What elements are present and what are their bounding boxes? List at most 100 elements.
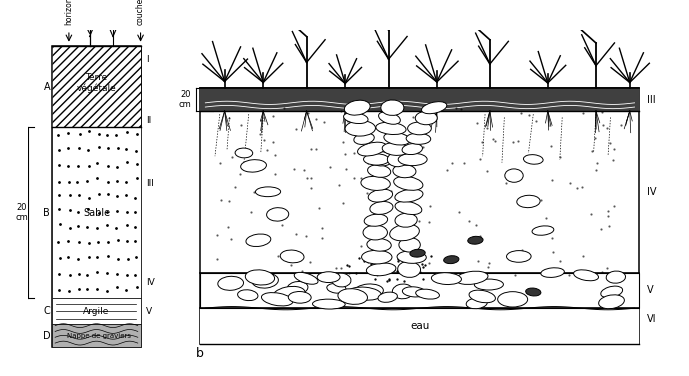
Ellipse shape xyxy=(532,226,554,235)
Ellipse shape xyxy=(378,112,400,124)
Ellipse shape xyxy=(397,251,426,263)
Ellipse shape xyxy=(370,202,393,214)
Text: IV: IV xyxy=(146,278,155,287)
Bar xyxy=(52,299,141,324)
Bar xyxy=(52,324,141,347)
Text: D: D xyxy=(43,331,51,341)
Ellipse shape xyxy=(396,152,418,165)
Ellipse shape xyxy=(468,237,483,244)
Ellipse shape xyxy=(410,249,425,257)
Text: V: V xyxy=(146,307,152,316)
Ellipse shape xyxy=(398,261,420,277)
Bar xyxy=(200,308,639,344)
Ellipse shape xyxy=(345,121,376,136)
Text: 20
cm: 20 cm xyxy=(178,90,191,109)
Text: III: III xyxy=(646,95,655,105)
Ellipse shape xyxy=(402,144,422,155)
Text: Argile: Argile xyxy=(83,307,110,316)
Text: VI: VI xyxy=(646,314,656,324)
Ellipse shape xyxy=(387,152,408,167)
Ellipse shape xyxy=(246,234,271,247)
Ellipse shape xyxy=(506,250,531,262)
Ellipse shape xyxy=(287,282,308,294)
Text: II: II xyxy=(146,116,152,125)
Ellipse shape xyxy=(288,291,311,303)
Ellipse shape xyxy=(338,289,367,305)
Ellipse shape xyxy=(218,276,243,290)
Text: a: a xyxy=(92,373,101,376)
Ellipse shape xyxy=(415,111,438,125)
Ellipse shape xyxy=(358,142,387,156)
Ellipse shape xyxy=(280,250,304,263)
Ellipse shape xyxy=(444,256,459,264)
Text: B: B xyxy=(43,208,50,218)
Ellipse shape xyxy=(395,201,422,215)
Ellipse shape xyxy=(422,102,447,114)
Ellipse shape xyxy=(327,284,346,293)
Ellipse shape xyxy=(526,288,541,296)
Ellipse shape xyxy=(402,287,426,297)
Ellipse shape xyxy=(354,133,374,144)
Ellipse shape xyxy=(363,225,387,240)
Bar xyxy=(200,273,639,308)
Ellipse shape xyxy=(573,270,599,281)
Ellipse shape xyxy=(261,293,293,306)
Ellipse shape xyxy=(362,250,392,264)
Bar xyxy=(200,88,639,344)
Text: Terre
végétale: Terre végétale xyxy=(76,73,116,93)
Ellipse shape xyxy=(368,189,393,202)
Ellipse shape xyxy=(313,299,345,309)
Ellipse shape xyxy=(245,270,275,285)
Ellipse shape xyxy=(601,286,623,298)
Ellipse shape xyxy=(469,290,495,303)
Bar xyxy=(52,46,141,127)
Ellipse shape xyxy=(408,122,431,135)
Ellipse shape xyxy=(344,112,368,124)
Ellipse shape xyxy=(393,176,423,190)
Ellipse shape xyxy=(331,273,351,287)
Ellipse shape xyxy=(398,153,427,165)
Ellipse shape xyxy=(455,271,488,285)
Ellipse shape xyxy=(238,290,258,300)
Text: III: III xyxy=(146,179,154,188)
Ellipse shape xyxy=(294,272,318,284)
Ellipse shape xyxy=(348,287,381,300)
Text: V: V xyxy=(646,285,653,296)
Ellipse shape xyxy=(376,122,406,135)
Ellipse shape xyxy=(267,208,289,221)
Ellipse shape xyxy=(256,187,280,197)
Text: eau: eau xyxy=(410,321,430,331)
Text: couche: couche xyxy=(136,0,145,25)
Ellipse shape xyxy=(361,176,390,190)
Ellipse shape xyxy=(384,132,410,145)
Bar xyxy=(52,46,141,347)
Ellipse shape xyxy=(606,271,626,283)
Ellipse shape xyxy=(390,224,420,241)
Ellipse shape xyxy=(393,164,416,178)
Ellipse shape xyxy=(364,154,389,165)
Ellipse shape xyxy=(395,213,418,227)
Ellipse shape xyxy=(369,152,393,166)
Text: C: C xyxy=(43,306,50,316)
Ellipse shape xyxy=(541,268,564,277)
Ellipse shape xyxy=(431,273,462,285)
Ellipse shape xyxy=(474,279,504,290)
Text: A: A xyxy=(43,82,50,92)
Ellipse shape xyxy=(382,143,409,155)
Ellipse shape xyxy=(367,238,391,251)
Bar xyxy=(52,127,141,299)
Ellipse shape xyxy=(505,169,523,182)
Ellipse shape xyxy=(395,189,423,202)
Ellipse shape xyxy=(415,289,440,299)
Ellipse shape xyxy=(240,160,267,172)
Ellipse shape xyxy=(399,238,420,252)
Text: I: I xyxy=(146,55,149,64)
Ellipse shape xyxy=(599,295,624,309)
Bar xyxy=(200,88,639,111)
Text: Sable: Sable xyxy=(83,208,110,218)
Text: IV: IV xyxy=(646,187,656,197)
Bar xyxy=(52,46,141,127)
Ellipse shape xyxy=(466,298,487,309)
Text: horizon: horizon xyxy=(64,0,74,25)
Ellipse shape xyxy=(364,214,388,226)
